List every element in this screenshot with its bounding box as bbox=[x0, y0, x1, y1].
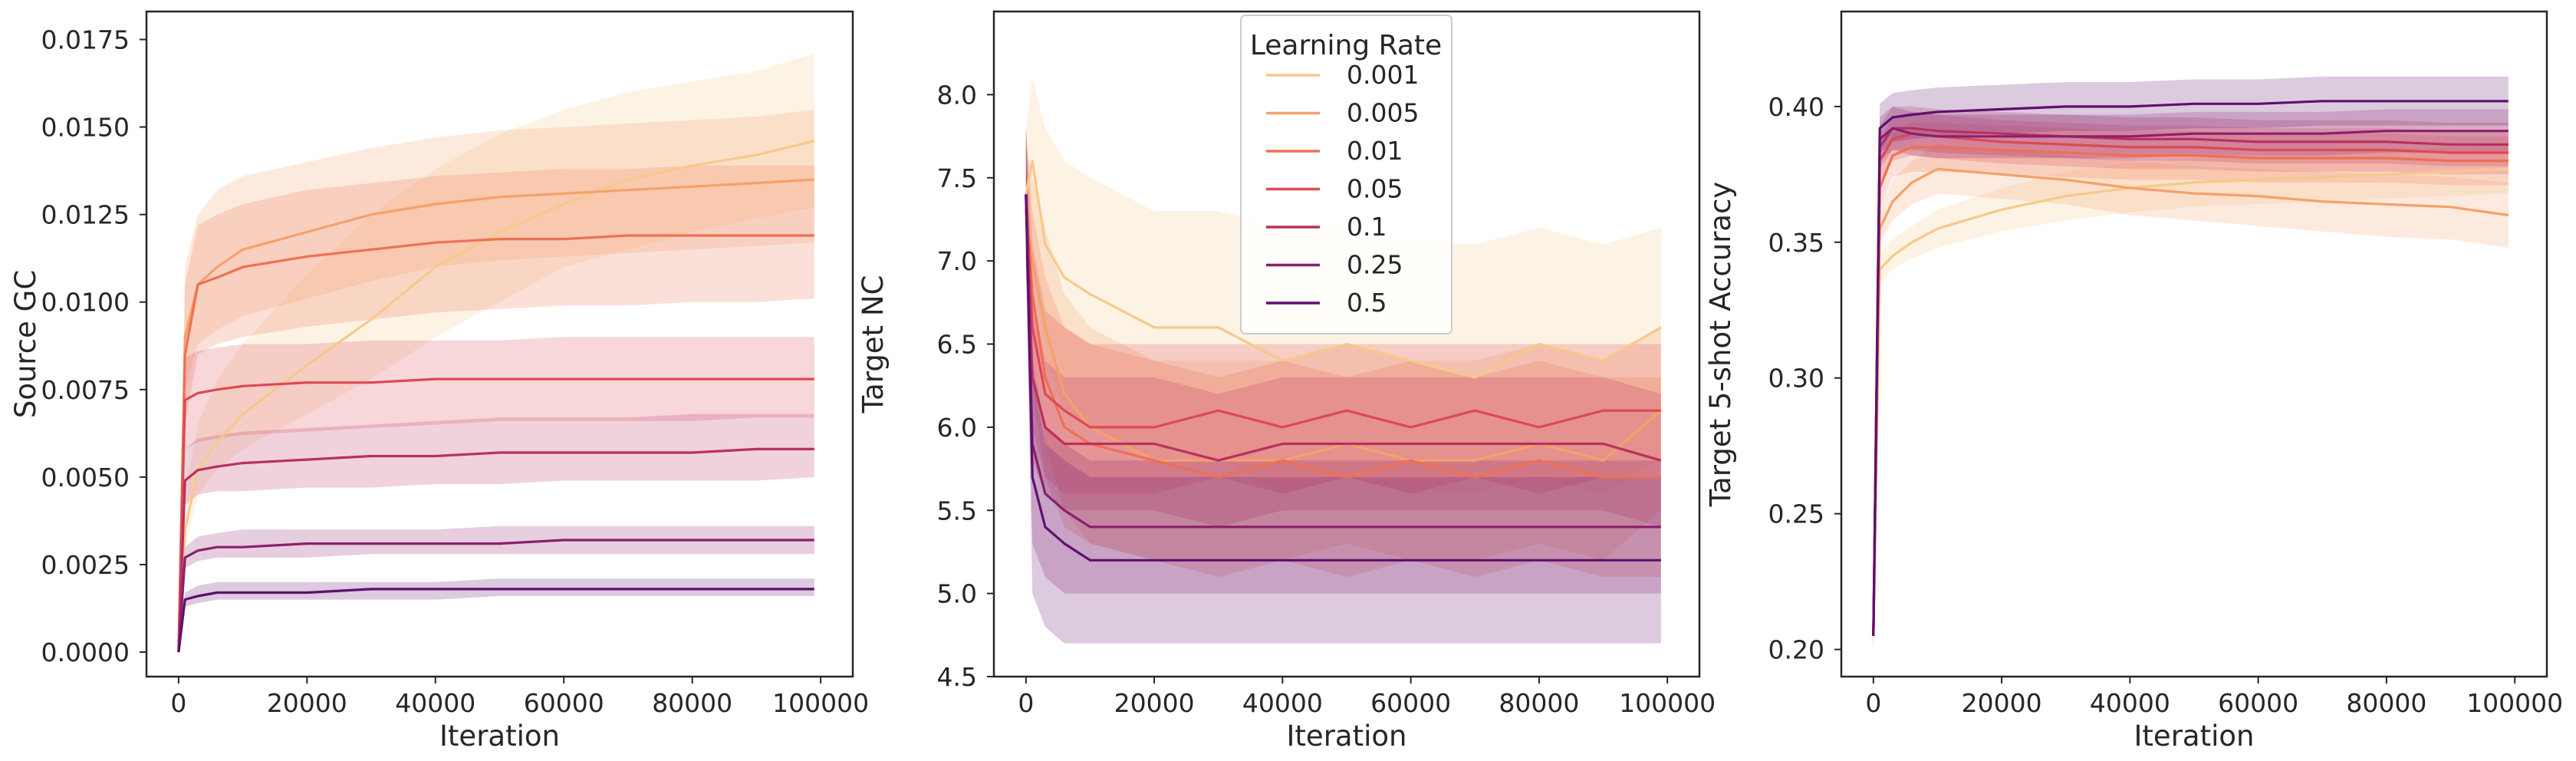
panel-1: 0 20000 40000 60000 80000 100000 0.0000 0.0025 0… bbox=[9, 10, 869, 753]
legend-label-0.01: 0.01 bbox=[1347, 136, 1403, 166]
x-tick-label: 40000 bbox=[2090, 688, 2170, 718]
line-lr-0.01 bbox=[1025, 194, 1661, 479]
legend-label-0.25: 0.25 bbox=[1347, 250, 1403, 280]
x-tick-label: 60000 bbox=[1370, 688, 1451, 718]
line-lr-0.05 bbox=[1025, 194, 1661, 429]
panel-3: 0 20000 40000 60000 80000 100000 0.20 0.25 0.30 0… bbox=[1704, 10, 2563, 753]
band-lr-0.005 bbox=[178, 109, 814, 653]
legend-label-0.5: 0.5 bbox=[1347, 288, 1387, 318]
y-tick-label: 0.30 bbox=[1768, 364, 1824, 394]
line-lr-0.001 bbox=[1872, 167, 2509, 636]
band-lr-0.05 bbox=[1025, 127, 1661, 494]
band-lr-0.1 bbox=[1025, 127, 1661, 527]
y-tick-label: 0.0000 bbox=[41, 637, 130, 667]
y-tick-label: 5.0 bbox=[937, 579, 977, 609]
x-tick-label: 20000 bbox=[1962, 688, 2042, 718]
legend-frame bbox=[1240, 15, 1452, 334]
x-tick-label: 40000 bbox=[1242, 688, 1323, 718]
x-tick-label: 0 bbox=[170, 688, 186, 718]
band-lr-0.25 bbox=[178, 525, 814, 653]
line-lr-0.25 bbox=[1025, 194, 1661, 529]
legend: Learning Rate 0.001 0.005 0.01 0.05 0.1 0.25 0… bbox=[1240, 15, 1452, 334]
band-lr-0.25 bbox=[1025, 127, 1661, 594]
x-tick-label: 40000 bbox=[395, 688, 475, 718]
y-tick-label: 0.35 bbox=[1768, 228, 1824, 258]
line-lr-0.1 bbox=[177, 447, 814, 653]
x-tick-label: 60000 bbox=[2218, 688, 2298, 718]
line-lr-0.5 bbox=[1025, 194, 1661, 562]
line-lr-0.01 bbox=[177, 234, 814, 653]
line-lr-0.005 bbox=[1872, 167, 2509, 636]
y-tick-label: 8.0 bbox=[937, 80, 977, 110]
x-tick-label: 100000 bbox=[1619, 688, 1716, 718]
legend-label-0.005: 0.005 bbox=[1347, 98, 1419, 128]
y-axis-label: Target 5-shot Accuracy bbox=[1704, 182, 1737, 508]
band-lr-0.001 bbox=[1873, 144, 2509, 650]
line-lr-0.001 bbox=[1025, 160, 1662, 379]
line-lr-0.005 bbox=[1025, 210, 1662, 462]
line-lr-0.25 bbox=[177, 539, 814, 653]
band-lr-0.5 bbox=[1873, 76, 2509, 650]
y-tick-label: 7.5 bbox=[937, 163, 977, 193]
legend-label-0.001: 0.001 bbox=[1347, 60, 1419, 90]
panel-2: 0 20000 40000 60000 80000 100000 4.5 5.0 5.5 6.0 6… bbox=[857, 10, 1716, 753]
band-lr-0.5 bbox=[1025, 127, 1661, 644]
band-lr-0.05 bbox=[178, 337, 814, 653]
y-tick-label: 0.25 bbox=[1768, 499, 1824, 529]
band-lr-0.1 bbox=[178, 413, 814, 653]
x-axis-label: Iteration bbox=[2134, 720, 2255, 753]
y-tick-label: 0.0025 bbox=[41, 550, 130, 580]
x-tick-label: 100000 bbox=[2466, 688, 2563, 718]
y-tick-label: 6.5 bbox=[937, 330, 977, 360]
legend-title: Learning Rate bbox=[1250, 30, 1442, 61]
band-lr-0.001 bbox=[178, 53, 814, 653]
y-tick-label: 6.0 bbox=[937, 413, 977, 443]
y-tick-label: 0.20 bbox=[1768, 635, 1824, 665]
plot-frame bbox=[145, 10, 854, 678]
plot-frame bbox=[1840, 10, 2548, 678]
y-tick-label: 4.5 bbox=[937, 662, 977, 692]
x-tick-label: 0 bbox=[1018, 688, 1034, 718]
x-tick-label: 80000 bbox=[652, 688, 732, 718]
y-tick-label: 0.0075 bbox=[41, 375, 130, 405]
x-tick-label: 80000 bbox=[2346, 688, 2426, 718]
band-lr-0.5 bbox=[178, 578, 814, 653]
x-tick-label: 20000 bbox=[267, 688, 347, 718]
band-lr-0.01 bbox=[1873, 123, 2509, 650]
y-axis-label: Target NC bbox=[857, 275, 890, 414]
band-lr-0.05 bbox=[1873, 111, 2509, 650]
band-lr-0.01 bbox=[178, 165, 814, 653]
y-tick-label: 0.40 bbox=[1768, 92, 1824, 122]
line-lr-0.5 bbox=[177, 588, 814, 653]
band-lr-0.01 bbox=[1025, 127, 1661, 577]
line-lr-0.01 bbox=[1872, 146, 2509, 636]
x-tick-label: 80000 bbox=[1499, 688, 1579, 718]
y-axis-label: Source GC bbox=[9, 270, 42, 418]
band-lr-0.005 bbox=[1873, 144, 2509, 650]
line-lr-0.25 bbox=[1872, 127, 2509, 636]
line-lr-0.1 bbox=[1025, 194, 1662, 462]
line-lr-0.05 bbox=[177, 377, 814, 653]
line-lr-0.05 bbox=[1872, 132, 2509, 636]
y-tick-label: 0.0050 bbox=[41, 463, 130, 493]
x-tick-label: 0 bbox=[1865, 688, 1881, 718]
x-tick-label: 100000 bbox=[772, 688, 869, 718]
y-tick-label: 0.0100 bbox=[41, 288, 130, 318]
line-lr-0.005 bbox=[177, 178, 814, 653]
x-tick-label: 20000 bbox=[1114, 688, 1195, 718]
y-tick-label: 0.0175 bbox=[41, 25, 130, 55]
band-lr-0.005 bbox=[1025, 144, 1661, 561]
y-tick-label: 7.0 bbox=[937, 246, 977, 276]
x-axis-label: Iteration bbox=[1287, 720, 1407, 753]
y-tick-label: 5.5 bbox=[937, 496, 977, 525]
x-axis-label: Iteration bbox=[439, 720, 560, 753]
y-tick-label: 0.0125 bbox=[41, 200, 130, 230]
x-tick-label: 60000 bbox=[524, 688, 604, 718]
legend-label-0.05: 0.05 bbox=[1347, 174, 1403, 204]
y-tick-label: 0.0150 bbox=[41, 113, 130, 143]
line-lr-0.001 bbox=[177, 140, 815, 653]
legend-label-0.1: 0.1 bbox=[1347, 212, 1387, 242]
line-lr-0.5 bbox=[1872, 100, 2509, 636]
